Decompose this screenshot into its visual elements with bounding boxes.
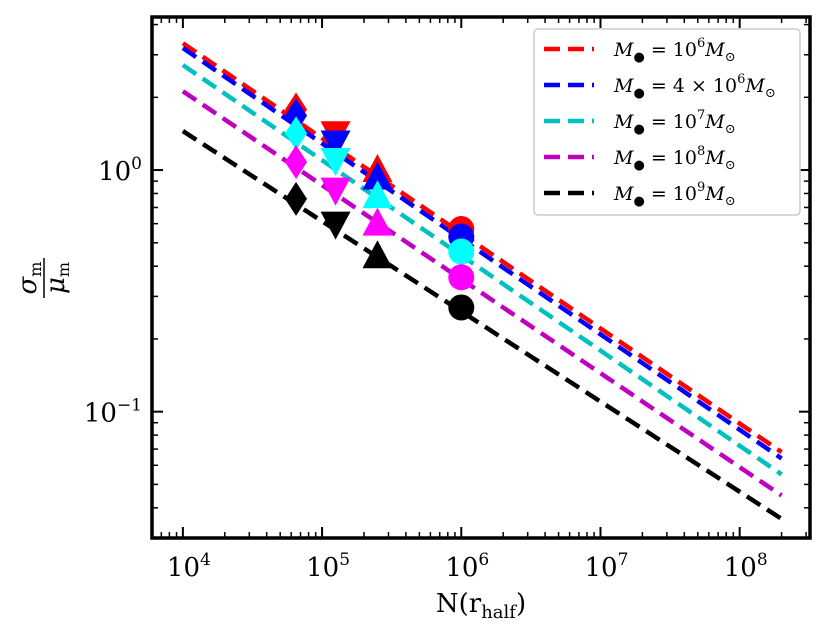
data-point-s2-triangle-up xyxy=(362,161,393,190)
series-line-1 xyxy=(181,41,783,454)
x-tick-label: 108 xyxy=(724,550,768,583)
x-tick-label: 106 xyxy=(445,550,489,583)
y-axis-numerator: σm xyxy=(13,262,45,295)
y-axis-denominator: μm xyxy=(41,262,73,294)
y-tick-label: 100 xyxy=(98,154,142,187)
data-point-s4-diamond xyxy=(285,144,308,179)
legend: M● = 106M⊙ M● = 4 × 106M⊙ M● = 107M⊙ M● = 1… xyxy=(533,28,801,216)
legend-label-2: M● = 4 × 106M⊙ xyxy=(613,72,776,101)
plot-frame xyxy=(150,15,812,540)
series-line-2 xyxy=(181,46,783,461)
x-tick-label: 105 xyxy=(306,550,350,583)
data-point-s5-triangle-up xyxy=(362,240,393,269)
legend-box xyxy=(533,28,801,216)
data-point-s3-triangle-down xyxy=(320,148,351,177)
series-line-3 xyxy=(181,63,783,477)
legend-label-5: M● = 109M⊙ xyxy=(613,180,736,209)
data-point-s4-triangle-up xyxy=(362,207,393,236)
data-point-s3-diamond xyxy=(285,116,308,151)
plot-area xyxy=(181,41,783,521)
legend-label-4: M● = 108M⊙ xyxy=(613,144,736,173)
data-point-s2-triangle-down xyxy=(320,130,351,159)
data-point-s4-circle xyxy=(448,264,475,291)
x-tick-label: 104 xyxy=(167,550,211,583)
data-point-s3-triangle-up xyxy=(362,180,393,209)
legend-label-1: M● = 106M⊙ xyxy=(613,36,736,65)
data-point-s3-circle xyxy=(448,238,475,265)
axes: 104 105 106 107 108 10−1 100 xyxy=(84,15,812,583)
x-tick-label: 107 xyxy=(585,550,629,583)
data-point-s5-triangle-down xyxy=(320,211,351,240)
data-point-s2-diamond xyxy=(285,98,308,133)
series-line-4 xyxy=(181,89,783,498)
x-axis-title: N(rhalf) xyxy=(436,589,526,623)
y-tick-label: 10−1 xyxy=(84,396,142,429)
data-point-s4-triangle-down xyxy=(320,177,351,206)
data-point-s5-diamond xyxy=(285,181,308,216)
legend-label-3: M● = 107M⊙ xyxy=(613,108,736,137)
data-point-s5-circle xyxy=(448,294,475,321)
